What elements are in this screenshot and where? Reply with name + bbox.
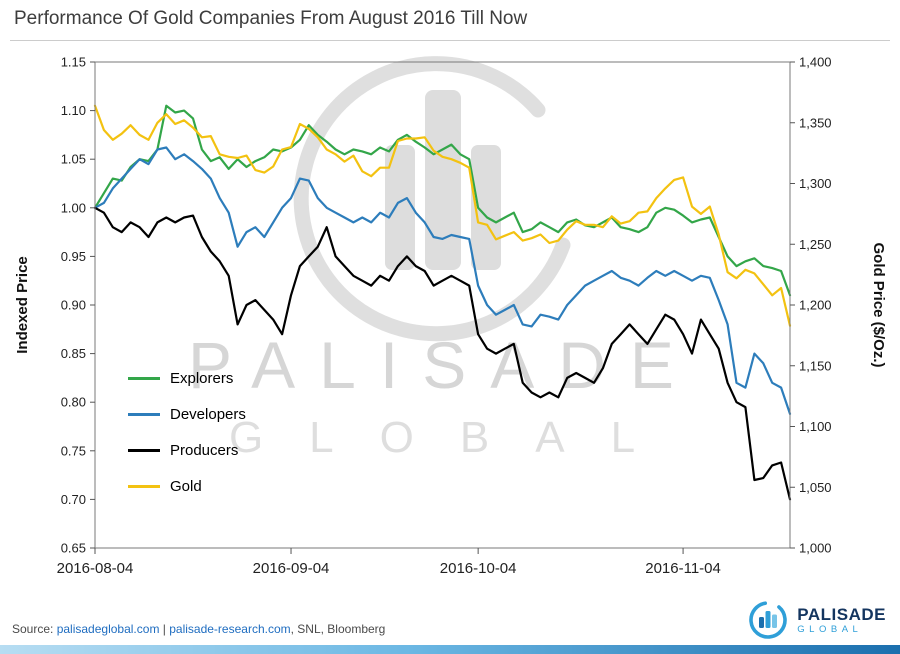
y2-tick-label: 1,250 xyxy=(799,237,832,252)
y2-tick-label: 1,000 xyxy=(799,541,832,556)
x-tick-label: 2016-08-04 xyxy=(57,560,134,577)
y2-tick-label: 1,200 xyxy=(799,298,832,313)
brand-text: PALISADE GLOBAL xyxy=(797,606,886,635)
watermark-text-1: PALISADE xyxy=(188,328,698,402)
y-tick-label: 1.00 xyxy=(61,200,86,215)
x-tick-label: 2016-10-04 xyxy=(440,560,517,577)
chart-canvas: PALISADE GLOBAL 1.15 1.10 1.05 1.00 0.95 0.90… xyxy=(14,55,887,578)
y-tick-label: 0.80 xyxy=(61,395,86,410)
bottom-gradient-bar xyxy=(0,645,900,654)
series-line-developers xyxy=(93,146,792,415)
legend-label: Explorers xyxy=(170,370,234,387)
axes-layer: 1.15 1.10 1.05 1.00 0.95 0.90 0.85 0.80 0.75 0.70… xyxy=(57,55,832,578)
source-link-palisadeglobal[interactable]: palisadeglobal.com xyxy=(56,622,160,636)
y-tick-label: 1.15 xyxy=(61,55,86,70)
y-tick-label: 0.90 xyxy=(61,298,86,313)
legend-item-developers: Developers xyxy=(128,404,246,425)
watermark-text-2: GLOBAL xyxy=(229,413,681,462)
y-tick-label: 0.95 xyxy=(61,249,86,264)
legend-swatch xyxy=(128,485,160,488)
brand-sub: GLOBAL xyxy=(797,623,863,635)
source-suffix: , SNL, Bloomberg xyxy=(290,622,386,636)
source-link-palisade-research[interactable]: palisade-research.com xyxy=(169,622,291,636)
title-divider xyxy=(10,40,890,41)
watermark-logo-icon xyxy=(293,56,571,342)
series-line-gold xyxy=(93,104,792,327)
y2-tick-label: 1,150 xyxy=(799,358,832,373)
legend-swatch xyxy=(128,449,160,452)
source-text: Source: palisadeglobal.com | palisade-re… xyxy=(12,622,385,636)
y-tick-label: 1.05 xyxy=(61,152,86,167)
source-label: Source: xyxy=(12,622,57,636)
legend-label: Developers xyxy=(170,406,246,423)
palisade-logo: PALISADE GLOBAL xyxy=(746,598,886,642)
series-line-producers xyxy=(93,206,792,501)
y-tick-label: 0.65 xyxy=(61,541,86,556)
legend-swatch xyxy=(128,377,160,380)
legend-item-gold: Gold xyxy=(128,476,246,497)
y2-tick-label: 1,400 xyxy=(799,55,832,70)
legend-swatch xyxy=(128,413,160,416)
y-tick-label: 0.70 xyxy=(61,492,86,507)
series-layer xyxy=(93,104,792,501)
y-tick-label: 1.10 xyxy=(61,103,86,118)
legend-label: Gold xyxy=(170,478,202,495)
y-tick-label: 0.75 xyxy=(61,443,86,458)
legend-item-explorers: Explorers xyxy=(128,368,246,389)
watermark: PALISADE GLOBAL xyxy=(188,56,698,462)
y2-tick-label: 1,050 xyxy=(799,480,832,495)
chart-title: Performance Of Gold Companies From Augus… xyxy=(14,8,528,29)
brand-name: PALISADE xyxy=(797,604,886,624)
y2-tick-label: 1,300 xyxy=(799,176,832,191)
right-axis-title: Gold Price ($/Oz.) xyxy=(870,242,887,367)
y2-tick-label: 1,100 xyxy=(799,419,832,434)
legend-item-producers: Producers xyxy=(128,440,246,461)
y2-tick-label: 1,350 xyxy=(799,115,832,130)
legend-label: Producers xyxy=(170,442,239,459)
legend: Explorers Developers Producers Gold xyxy=(128,368,246,512)
x-tick-label: 2016-11-04 xyxy=(645,560,721,577)
palisade-logo-icon xyxy=(749,601,788,639)
left-axis-title: Indexed Price xyxy=(14,256,31,354)
source-separator: | xyxy=(159,622,170,636)
x-tick-label: 2016-09-04 xyxy=(253,560,330,577)
series-line-explorers xyxy=(93,104,792,297)
y-tick-label: 0.85 xyxy=(61,346,86,361)
